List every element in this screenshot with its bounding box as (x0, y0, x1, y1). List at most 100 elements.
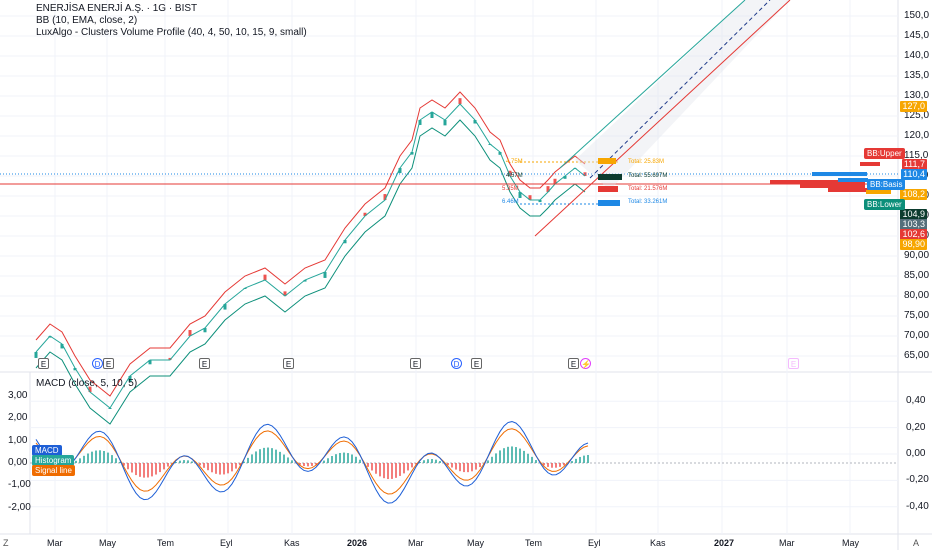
macd-histogram-bar (75, 460, 77, 463)
macd-histogram-bar (191, 461, 193, 463)
candle (283, 291, 287, 296)
bb-lower-line (35, 119, 586, 425)
macd-histogram-bar (475, 463, 477, 470)
macd-histogram-bar (175, 462, 177, 463)
earnings-event-icon[interactable]: E (199, 358, 210, 369)
candle (553, 178, 557, 184)
macd-histogram-bar (163, 463, 165, 470)
earnings-event-icon[interactable]: E (471, 358, 482, 369)
candle (458, 98, 462, 104)
timezone-button[interactable]: Z (3, 538, 9, 548)
macd-histogram-bar (279, 451, 281, 463)
macd-histogram-bar (527, 453, 529, 463)
price-tag-104-9: 104,9 (900, 209, 927, 220)
macd-histogram-bar (259, 449, 261, 463)
macd-histogram-bar (287, 457, 289, 463)
macd-histogram-bar (423, 460, 425, 463)
candle (418, 120, 422, 125)
macd-histogram-bar (275, 449, 277, 463)
vp-level-2: 4.57M (506, 173, 523, 179)
earnings-event-icon[interactable]: E (38, 358, 49, 369)
price-tag-98-90: 98,90 (900, 239, 927, 250)
price-pane[interactable] (0, 0, 898, 425)
candle (88, 386, 92, 392)
upcoming-earnings-event-icon[interactable]: E (788, 358, 799, 369)
macd-histogram-bar (247, 457, 249, 463)
candle (223, 304, 227, 310)
earnings-event-icon[interactable]: E (283, 358, 294, 369)
price-tag-111-7: 111,7 (901, 159, 927, 170)
candle (203, 328, 207, 333)
macd-histogram-bar (79, 458, 81, 463)
vp-total-2: Total: 55.697M (628, 173, 668, 179)
candle (128, 376, 132, 382)
candle (168, 357, 172, 360)
macd-histogram-bar (323, 460, 325, 463)
flash-event-icon[interactable]: ⚡ (580, 358, 591, 369)
vp-level-4: 6.46M (502, 199, 519, 205)
macd-histogram-bar (515, 447, 517, 463)
macd-histogram-bar (151, 463, 153, 477)
macd-histogram-bar (271, 448, 273, 463)
macd-pane[interactable] (30, 421, 898, 504)
bb-upper-badge: BB:Upper (864, 148, 905, 159)
macd-legend[interactable]: MACD (close, 5, 10, 5) (36, 378, 138, 389)
macd-histogram-bar (183, 460, 185, 463)
earnings-event-icon[interactable]: E (568, 358, 579, 369)
dividend-event-icon[interactable]: D (92, 358, 103, 369)
dividend-event-icon[interactable]: D (451, 358, 462, 369)
macd-right-label: 0,20 (906, 421, 926, 433)
macd-histogram-bar (395, 463, 397, 478)
symbol-title[interactable]: ENERJİSA ENERJİ A.Ş. · 1G · BIST (36, 3, 198, 14)
price-tag-103-3: 103,3 (900, 219, 927, 230)
candle (518, 192, 522, 198)
macd-histogram-bar (587, 454, 589, 463)
candle (538, 200, 542, 203)
macd-histogram-bar (251, 454, 253, 463)
bb-lower-badge: BB:Lower (864, 199, 905, 210)
macd-histogram-bar (95, 450, 97, 463)
candle (303, 280, 307, 282)
earnings-event-icon[interactable]: E (103, 358, 114, 369)
price-axis-label: 80,00 (904, 290, 930, 301)
macd-histogram-bar (155, 463, 157, 475)
bb-legend[interactable]: BB (10, EMA, close, 2) (36, 15, 138, 26)
price-axis-label: 120,0 (904, 130, 930, 141)
histogram-badge: Histogram (32, 455, 75, 466)
price-axis-label: 150,0 (904, 10, 930, 21)
macd-histogram-bar (463, 463, 465, 473)
volume-profile-bar (860, 162, 880, 166)
time-axis-label: May (99, 538, 117, 548)
macd-histogram-bar (359, 459, 361, 463)
macd-histogram-bar (331, 456, 333, 463)
macd-histogram-bar (367, 463, 369, 467)
macd-histogram-bar (419, 462, 421, 463)
time-axis-label: 2027 (714, 538, 735, 548)
macd-right-label: 0,40 (906, 395, 926, 407)
macd-histogram-bar (167, 463, 169, 467)
macd-histogram-bar (435, 459, 437, 463)
macd-right-label: -0,20 (906, 474, 929, 486)
macd-histogram-bar (215, 463, 217, 474)
luxalgo-legend[interactable]: LuxAlgo - Clusters Volume Profile (40, 4… (36, 27, 307, 38)
macd-histogram-bar (503, 448, 505, 463)
macd-histogram-bar (375, 463, 377, 474)
time-axis-label: May (467, 538, 485, 548)
cluster-profile-bar (598, 158, 616, 164)
macd-histogram-bar (203, 463, 205, 468)
macd-histogram-bar (411, 463, 413, 468)
macd-histogram-bar (139, 463, 141, 477)
macd-right-label: 0,00 (906, 448, 926, 459)
price-axis-label: 75,00 (904, 310, 930, 321)
candle (34, 352, 38, 358)
macd-histogram-bar (579, 456, 581, 463)
price-tag-102-6: 102,6 (900, 229, 927, 240)
auto-scale-button[interactable]: A (913, 538, 920, 548)
earnings-event-icon[interactable]: E (410, 358, 421, 369)
volume-profile-bar (812, 172, 867, 176)
candle (263, 274, 267, 280)
signal-line-badge: Signal line (32, 465, 75, 476)
channel-lower (534, 0, 791, 237)
macd-histogram-bar (347, 453, 349, 463)
